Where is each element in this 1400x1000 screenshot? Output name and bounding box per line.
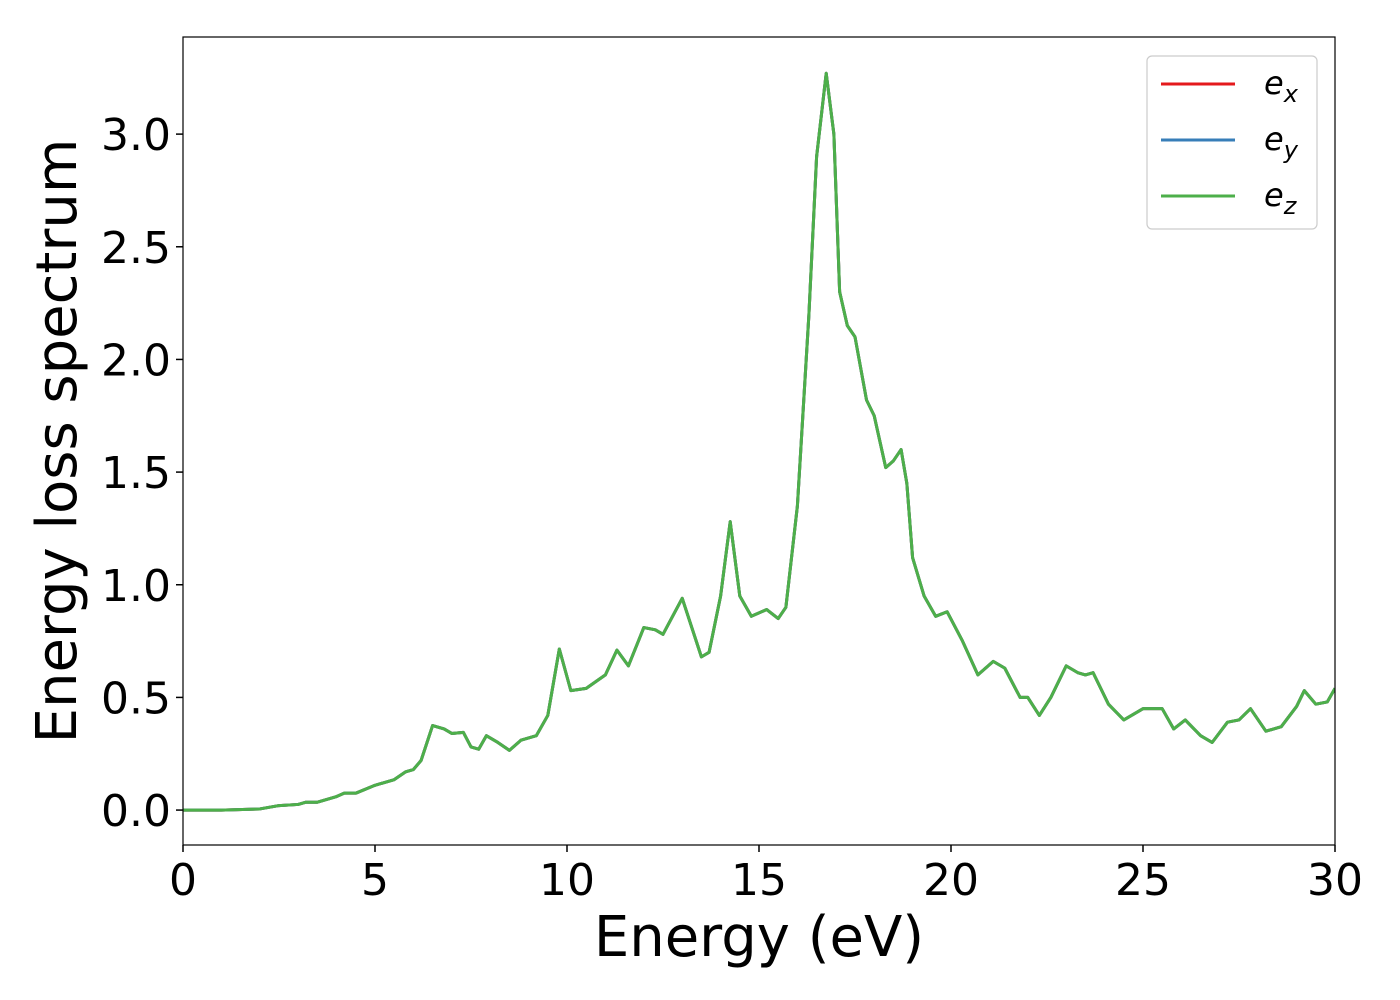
legend-label: ez bbox=[1264, 176, 1298, 220]
y-axis-label: Energy loss spectrum bbox=[25, 139, 90, 744]
x-tick-label: 25 bbox=[1115, 855, 1171, 906]
x-tick-label: 0 bbox=[169, 855, 197, 906]
series-line bbox=[183, 71, 1335, 812]
y-tick-label: 1.5 bbox=[101, 448, 171, 499]
x-tick-label: 15 bbox=[731, 855, 787, 906]
y-tick-label: 0.0 bbox=[101, 786, 171, 837]
y-tick-label: 0.5 bbox=[101, 673, 171, 724]
y-tick-label: 2.5 bbox=[101, 223, 171, 274]
x-axis-label: Energy (eV) bbox=[594, 905, 924, 970]
legend-label: ex bbox=[1264, 64, 1299, 108]
y-tick-label: 1.0 bbox=[101, 561, 171, 612]
y-tick-label: 3.0 bbox=[101, 110, 171, 161]
plot-frame bbox=[182, 36, 1336, 846]
x-tick-label: 20 bbox=[923, 855, 979, 906]
legend-box bbox=[1146, 55, 1318, 230]
x-tick-label: 30 bbox=[1307, 855, 1363, 906]
x-tick-label: 10 bbox=[539, 855, 595, 906]
x-tick-label: 5 bbox=[361, 855, 389, 906]
y-tick-label: 2.0 bbox=[101, 335, 171, 386]
legend-label: ey bbox=[1264, 120, 1299, 164]
